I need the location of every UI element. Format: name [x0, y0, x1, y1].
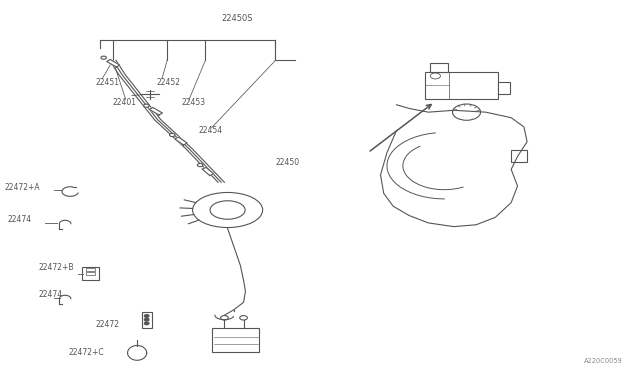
Polygon shape: [127, 346, 147, 360]
Text: 22454: 22454: [199, 126, 223, 135]
Polygon shape: [107, 60, 120, 67]
Text: 22453: 22453: [181, 99, 205, 108]
Text: 22472+A: 22472+A: [4, 183, 40, 192]
Circle shape: [170, 134, 175, 137]
Text: 22472: 22472: [96, 320, 120, 329]
Circle shape: [101, 56, 106, 59]
Text: 22474: 22474: [38, 291, 63, 299]
Bar: [499, 82, 510, 94]
Bar: [141, 311, 152, 328]
Circle shape: [145, 315, 149, 317]
Circle shape: [143, 104, 149, 107]
Text: 22451: 22451: [96, 78, 120, 87]
Bar: [212, 328, 259, 352]
Text: 22472+C: 22472+C: [68, 348, 104, 357]
Circle shape: [145, 318, 149, 321]
Circle shape: [197, 164, 203, 167]
Text: 22450: 22450: [275, 157, 300, 167]
Bar: [425, 71, 499, 99]
Bar: [430, 63, 448, 71]
Polygon shape: [175, 137, 187, 145]
Circle shape: [145, 322, 149, 325]
Polygon shape: [149, 108, 163, 115]
Text: 22472+B: 22472+B: [38, 263, 74, 272]
Polygon shape: [202, 167, 214, 176]
Text: 22474: 22474: [8, 215, 32, 224]
Text: 22401: 22401: [113, 99, 137, 108]
Bar: [511, 150, 527, 162]
Bar: [83, 267, 99, 280]
Text: 22452: 22452: [156, 78, 180, 87]
Text: A220C0059: A220C0059: [584, 358, 623, 365]
Bar: [86, 272, 95, 275]
Text: 22450S: 22450S: [221, 13, 253, 22]
Bar: [86, 268, 95, 271]
